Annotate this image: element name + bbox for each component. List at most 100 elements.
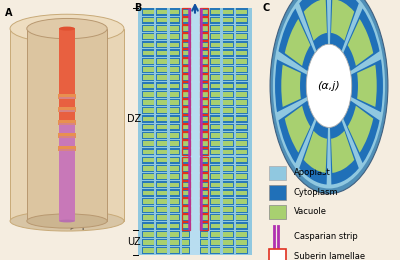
- Bar: [211, 108, 220, 113]
- Bar: [210, 25, 220, 32]
- Bar: [200, 198, 208, 205]
- Bar: [211, 125, 220, 129]
- Bar: [200, 82, 208, 90]
- Bar: [200, 26, 208, 31]
- Bar: [200, 148, 208, 155]
- Bar: [182, 33, 190, 40]
- Text: C: C: [262, 3, 270, 12]
- Bar: [200, 216, 208, 220]
- Bar: [182, 198, 190, 205]
- Bar: [200, 107, 208, 114]
- Bar: [170, 141, 179, 146]
- Bar: [170, 99, 180, 106]
- Bar: [143, 133, 154, 138]
- Bar: [236, 108, 247, 113]
- Bar: [157, 248, 167, 253]
- Bar: [157, 75, 167, 80]
- Bar: [236, 124, 248, 131]
- Bar: [143, 166, 154, 171]
- Bar: [211, 216, 220, 220]
- Bar: [182, 82, 190, 90]
- Bar: [142, 115, 154, 122]
- Bar: [200, 66, 208, 73]
- Bar: [182, 115, 190, 122]
- Text: Vacuole: Vacuole: [294, 207, 326, 216]
- Bar: [143, 174, 154, 179]
- Bar: [142, 165, 154, 172]
- Bar: [211, 141, 220, 146]
- Wedge shape: [278, 9, 315, 71]
- Bar: [182, 165, 190, 172]
- Bar: [156, 124, 168, 131]
- Bar: [210, 99, 220, 106]
- Bar: [223, 199, 233, 204]
- Text: r: r: [81, 223, 84, 232]
- Bar: [222, 49, 234, 57]
- Bar: [200, 165, 208, 172]
- Bar: [182, 25, 190, 32]
- Bar: [211, 117, 220, 121]
- Bar: [182, 67, 190, 72]
- Bar: [143, 240, 154, 245]
- Bar: [236, 231, 248, 238]
- Bar: [170, 49, 180, 57]
- Bar: [157, 10, 167, 14]
- Bar: [200, 248, 208, 253]
- Bar: [170, 206, 180, 213]
- Bar: [200, 8, 208, 16]
- Bar: [269, 185, 286, 200]
- Bar: [210, 115, 220, 122]
- Bar: [156, 74, 168, 81]
- Bar: [156, 140, 168, 147]
- Bar: [182, 99, 190, 106]
- Bar: [223, 216, 233, 220]
- Bar: [142, 181, 154, 188]
- Bar: [182, 75, 190, 80]
- Bar: [211, 199, 220, 204]
- Bar: [236, 25, 248, 32]
- Bar: [142, 8, 154, 16]
- Wedge shape: [343, 9, 380, 71]
- Bar: [236, 18, 247, 22]
- Bar: [236, 132, 248, 139]
- Bar: [222, 91, 234, 98]
- Bar: [223, 59, 233, 64]
- Wedge shape: [299, 120, 328, 185]
- Bar: [200, 214, 208, 221]
- Bar: [200, 206, 208, 213]
- Text: (α,j): (α,j): [318, 81, 340, 91]
- Bar: [182, 17, 190, 24]
- Bar: [236, 49, 248, 57]
- Bar: [157, 92, 167, 96]
- Bar: [211, 51, 220, 55]
- Wedge shape: [331, 131, 354, 173]
- Bar: [182, 148, 190, 155]
- Bar: [200, 132, 208, 139]
- Bar: [170, 100, 179, 105]
- Bar: [142, 247, 154, 254]
- Polygon shape: [59, 125, 75, 221]
- Bar: [138, 8, 252, 255]
- Bar: [156, 58, 168, 65]
- Bar: [142, 49, 154, 57]
- Bar: [142, 239, 154, 246]
- Bar: [182, 91, 190, 98]
- Bar: [182, 140, 190, 147]
- Bar: [236, 115, 248, 122]
- Bar: [170, 140, 180, 147]
- Bar: [142, 124, 154, 131]
- Bar: [157, 158, 167, 162]
- Bar: [182, 239, 190, 246]
- Bar: [211, 10, 220, 14]
- Bar: [236, 181, 248, 188]
- Bar: [269, 205, 286, 219]
- Bar: [222, 198, 234, 205]
- Polygon shape: [59, 123, 75, 125]
- Bar: [182, 173, 190, 180]
- Bar: [223, 133, 233, 138]
- Bar: [157, 191, 167, 195]
- Bar: [200, 124, 208, 131]
- Bar: [210, 206, 220, 213]
- Bar: [200, 191, 208, 195]
- Bar: [211, 174, 220, 179]
